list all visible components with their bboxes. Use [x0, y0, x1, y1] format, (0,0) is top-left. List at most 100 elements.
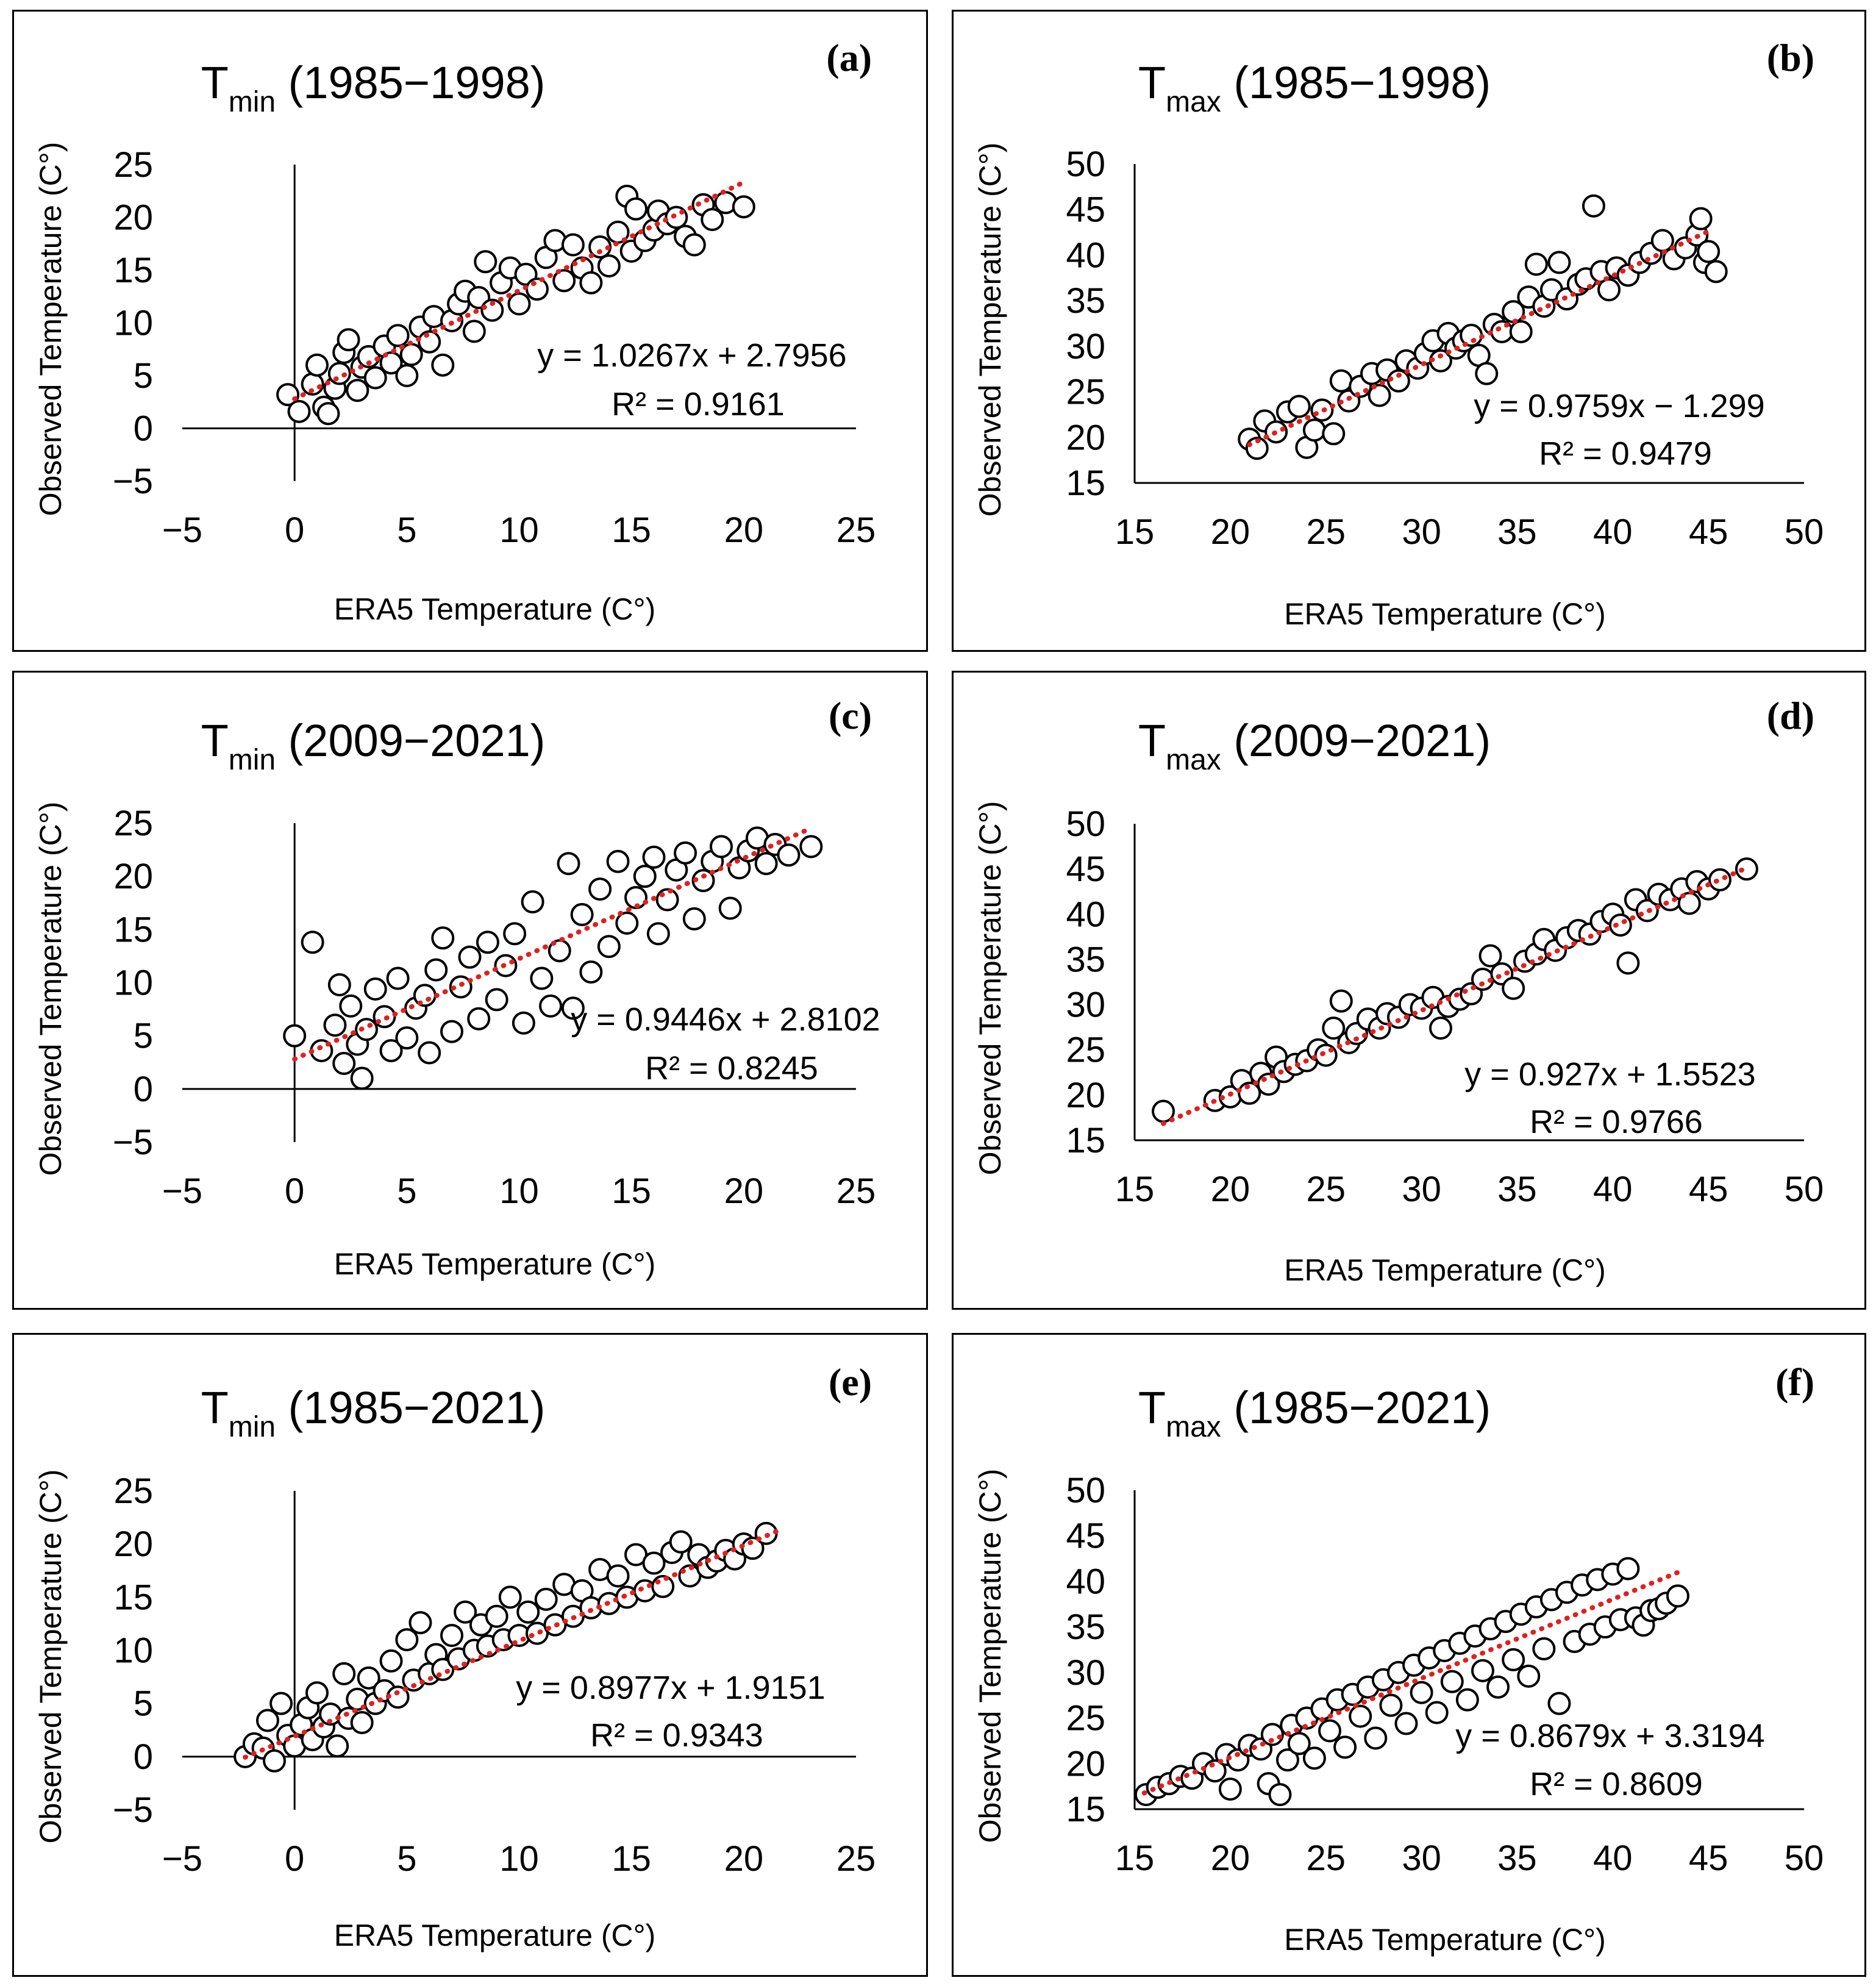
r-squared-label: R² = 0.9766	[1530, 1104, 1703, 1140]
chart-svg: Tmax (1985−2021) (f) 15 20 25 30 35 40 45 50 15 20 2…	[952, 1333, 1866, 1977]
x-tick-label: 0	[285, 1171, 304, 1211]
data-point	[418, 1041, 441, 1065]
data-point	[1394, 1712, 1418, 1735]
x-tick-label: 5	[397, 510, 416, 550]
data-point	[323, 1013, 347, 1037]
x-tick-label: 35	[1497, 512, 1537, 552]
y-tick-label: 0	[134, 1070, 153, 1109]
data-point	[655, 888, 679, 912]
x-tick-label: 20	[1211, 512, 1250, 552]
y-tick-label: −5	[113, 462, 153, 501]
data-point	[424, 958, 448, 982]
x-tick-label: 25	[836, 1839, 876, 1879]
data-point	[485, 988, 508, 1012]
data-point	[552, 269, 576, 293]
x-tick-label: −5	[162, 510, 202, 550]
data-point	[1386, 369, 1410, 393]
x-tick-label: 20	[1211, 1170, 1250, 1209]
x-tick-label: 5	[397, 1171, 416, 1211]
x-tick-label: 25	[1306, 1170, 1346, 1209]
data-point	[1689, 207, 1713, 230]
trendline	[1247, 229, 1711, 448]
data-point	[651, 1574, 675, 1598]
chart-svg: Tmin (1985−1998) (a) −5 0 5 10 15 20 25 −5 0 5 10 15 2…	[12, 10, 928, 652]
data-point	[431, 353, 455, 377]
data-point	[1475, 362, 1499, 385]
data-point	[718, 896, 742, 920]
y-tick-label: 35	[1066, 281, 1105, 321]
trendline	[292, 179, 746, 402]
data-point	[480, 298, 504, 322]
chart-svg: Tmax (1985−1998) (b) 15 20 25 30 35 40 45 50 15 20 2…	[952, 10, 1866, 652]
y-tick-label: 20	[113, 198, 153, 238]
data-point	[458, 945, 482, 969]
data-point	[327, 362, 351, 385]
data-point	[1532, 1637, 1556, 1661]
data-point	[642, 1551, 666, 1575]
data-point	[606, 1564, 630, 1588]
data-point	[1379, 1693, 1403, 1717]
x-tick-label: 0	[285, 510, 304, 550]
data-point	[633, 865, 657, 888]
data-point	[1275, 1748, 1299, 1772]
y-tick-label: 0	[134, 409, 153, 449]
data-point	[1708, 868, 1732, 891]
data-point	[1650, 229, 1674, 252]
data-point	[449, 975, 473, 999]
data-point	[332, 1051, 356, 1075]
y-tick-label: 5	[134, 1684, 153, 1724]
y-tick-label: 25	[113, 145, 153, 185]
data-point	[357, 345, 380, 368]
data-point	[1597, 278, 1621, 302]
x-axis-title: ERA5 Temperature (C°)	[1284, 1253, 1606, 1287]
data-point	[337, 328, 360, 352]
data-point	[570, 902, 594, 926]
x-tick-label: 25	[836, 510, 876, 550]
regression-equation: y = 0.9759x − 1.299	[1474, 388, 1764, 424]
data-point	[1509, 320, 1533, 343]
x-tick-label: 10	[499, 1839, 539, 1879]
data-point	[363, 977, 387, 1001]
data-point	[305, 1681, 329, 1705]
data-point	[431, 926, 455, 950]
x-tick-label: 15	[1115, 1170, 1155, 1209]
regression-equation: y = 0.9446x + 2.8102	[571, 1001, 880, 1038]
r-squared-label: R² = 0.9479	[1539, 435, 1712, 472]
data-point	[507, 292, 531, 316]
y-tick-label: 40	[1066, 895, 1105, 934]
panel-label: (c)	[829, 694, 872, 737]
data-point	[357, 1666, 380, 1690]
data-point	[597, 254, 621, 278]
x-tick-label: 15	[612, 510, 651, 550]
y-tick-label: 10	[113, 304, 153, 343]
panel-label: (d)	[1767, 694, 1814, 737]
data-point	[521, 890, 544, 914]
y-tick-label: 40	[1066, 235, 1105, 275]
data-point	[395, 1026, 419, 1050]
x-axis-title: ERA5 Temperature (C°)	[334, 1918, 656, 1952]
x-tick-label: 5	[397, 1839, 416, 1879]
data-point	[339, 994, 363, 1018]
r-squared-label: R² = 0.9343	[590, 1717, 763, 1754]
chart-panel-e: Tmin (1985−2021) (e) −5 0 5 10 15 20 25 −5 0 5 10 15 2…	[12, 1333, 928, 1977]
chart-panel-f: Tmax (1985−2021) (f) 15 20 25 30 35 40 45 50 15 20 2…	[952, 1333, 1866, 1977]
data-point	[1697, 240, 1721, 263]
data-point	[1502, 1648, 1525, 1671]
data-point	[777, 843, 801, 867]
x-tick-label: 40	[1593, 1838, 1633, 1878]
y-tick-label: 20	[113, 857, 153, 896]
y-tick-label: 15	[1066, 1790, 1105, 1829]
data-point	[485, 1604, 508, 1628]
x-tick-label: 40	[1593, 1170, 1633, 1209]
data-point	[642, 845, 666, 869]
y-axis-title: Observed Temperature (C°)	[973, 143, 1007, 517]
x-tick-label: 40	[1593, 512, 1633, 552]
x-tick-label: 15	[1115, 1838, 1155, 1878]
x-tick-label: 20	[724, 1171, 764, 1211]
data-point	[1260, 1723, 1284, 1746]
x-tick-label: 25	[1306, 512, 1346, 552]
y-tick-label: 20	[1066, 1744, 1105, 1784]
y-axis-title: Observed Temperature (C°)	[34, 802, 68, 1176]
y-tick-label: 50	[1066, 804, 1105, 844]
y-tick-label: 5	[134, 1016, 153, 1056]
